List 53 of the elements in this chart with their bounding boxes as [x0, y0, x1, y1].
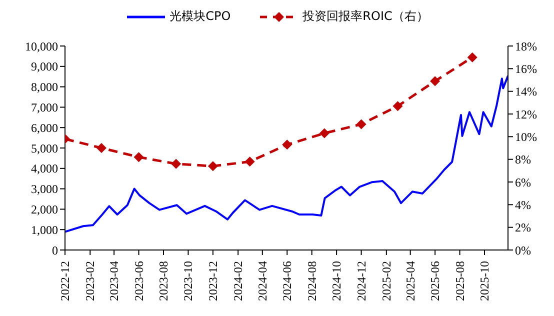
- y2-tick-label: 18%: [515, 39, 537, 54]
- point: [356, 119, 366, 130]
- y2-tick-label: 16%: [515, 62, 537, 76]
- x-tick-label: 2024-04: [255, 261, 270, 301]
- y2-tick-label: 0%: [515, 243, 531, 258]
- x-tick-label: 2025-04: [403, 261, 418, 301]
- point: [96, 143, 106, 153]
- y-tick-label: 1,000: [31, 222, 58, 237]
- y-tick-label: 3,000: [31, 182, 58, 196]
- x-tick-label: 2024-06: [280, 261, 294, 301]
- x-tick-label: 2024-08: [304, 261, 319, 301]
- x-tick-label: 2023-06: [132, 261, 146, 301]
- x-tick-label: 2024-02: [231, 261, 246, 301]
- point: [134, 152, 144, 162]
- y-tick-label: 4,000: [31, 162, 58, 176]
- point: [244, 156, 255, 167]
- y-tick-label: 5,000: [31, 141, 58, 156]
- x-tick-label: 2025-06: [428, 261, 442, 301]
- point: [171, 158, 182, 169]
- x-tick-label: 2024-10: [330, 261, 344, 301]
- x-tick-label: 2025-10: [477, 261, 492, 301]
- y-tick-label: 7,000: [31, 100, 58, 114]
- x-tick-label: 2023-10: [181, 261, 196, 301]
- x-tick-label: 2023-12: [206, 261, 220, 301]
- y2-tick-label: 8%: [515, 152, 531, 167]
- point: [430, 76, 440, 86]
- y-tick-label: 6,000: [31, 120, 58, 135]
- x-tick-label: 2022-12: [58, 261, 72, 301]
- y2-tick-label: 6%: [515, 175, 531, 190]
- line-series: [65, 74, 508, 233]
- x-tick-label: 2023-08: [156, 261, 170, 301]
- point: [467, 52, 478, 62]
- y-tick-label: 2,000: [31, 202, 58, 216]
- x-tick-label: 2025-08: [452, 261, 467, 301]
- y-tick-label: 8,000: [31, 80, 58, 94]
- x-tick-label: 2024-12: [354, 261, 368, 301]
- y2-tick-label: 12%: [515, 107, 537, 122]
- y-tick-label: 10,000: [25, 39, 58, 54]
- y2-tick-label: 4%: [515, 198, 531, 212]
- legend-label: 光模块CPO: [170, 8, 231, 25]
- x-tick-label: 2025-02: [379, 261, 394, 301]
- point: [392, 101, 403, 112]
- y2-tick-label: 10%: [515, 130, 537, 144]
- y-tick-label: 9,000: [31, 60, 58, 74]
- point: [319, 128, 330, 138]
- point: [208, 161, 218, 172]
- x-tick-label: 2023-04: [107, 261, 122, 301]
- legend-label: 投资回报率ROIC（右）: [302, 8, 428, 25]
- y2-tick-label: 14%: [515, 84, 537, 99]
- y2-tick-label: 2%: [515, 220, 531, 235]
- point: [282, 140, 292, 150]
- y-tick-label: 0: [52, 243, 58, 258]
- x-tick-label: 2023-02: [83, 261, 98, 301]
